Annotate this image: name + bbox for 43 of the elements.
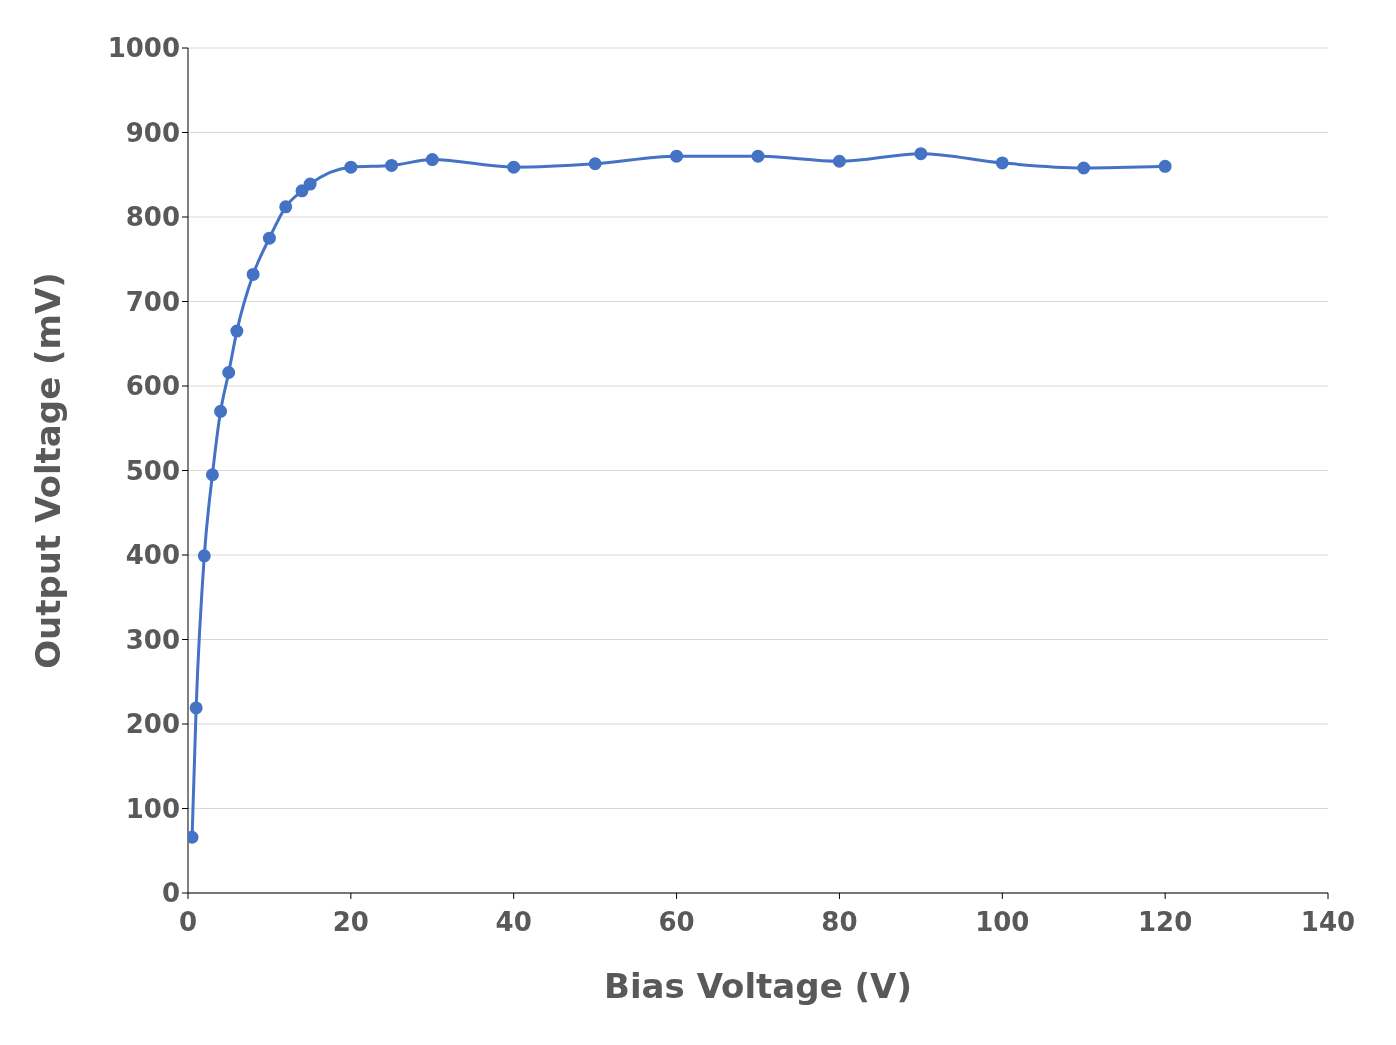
point [1158, 159, 1172, 173]
point [507, 160, 521, 174]
point [303, 177, 317, 191]
y-tick-label: 500 [125, 455, 180, 486]
point [222, 365, 236, 379]
y-tick-label: 900 [125, 117, 180, 148]
point [246, 267, 260, 281]
point [425, 153, 439, 167]
point [279, 200, 293, 214]
point [995, 156, 1009, 170]
point [189, 701, 203, 715]
y-tick-label: 100 [125, 793, 180, 824]
x-tick-label: 40 [495, 907, 532, 938]
point [385, 158, 399, 172]
y-axis-title: Output Voltage (mV) [28, 272, 69, 669]
point [262, 231, 276, 245]
y-tick-label: 1000 [107, 33, 180, 64]
point [197, 549, 211, 563]
point [832, 154, 846, 168]
point [914, 147, 928, 161]
point [205, 468, 219, 482]
y-tick-label: 400 [125, 540, 180, 571]
y-tick-label: 600 [125, 371, 180, 402]
point [670, 149, 684, 163]
x-tick-label: 60 [658, 907, 695, 938]
x-tick-label: 120 [1138, 907, 1193, 938]
point [230, 324, 244, 338]
y-tick-label: 700 [125, 286, 180, 317]
y-tick-label: 0 [161, 878, 180, 909]
point [214, 404, 228, 418]
x-tick-label: 20 [332, 907, 369, 938]
y-tick-label: 800 [125, 202, 180, 233]
x-tick-label: 80 [821, 907, 858, 938]
x-tick-label: 100 [975, 907, 1030, 938]
point [1077, 161, 1091, 175]
x-tick-label: 140 [1300, 907, 1356, 938]
y-tick-label: 300 [125, 624, 180, 655]
point [751, 149, 765, 163]
point [344, 160, 358, 174]
y-tick-label: 200 [125, 709, 180, 740]
x-axis-title: Bias Voltage (V) [604, 966, 912, 1006]
point [295, 184, 309, 198]
point [588, 157, 602, 171]
